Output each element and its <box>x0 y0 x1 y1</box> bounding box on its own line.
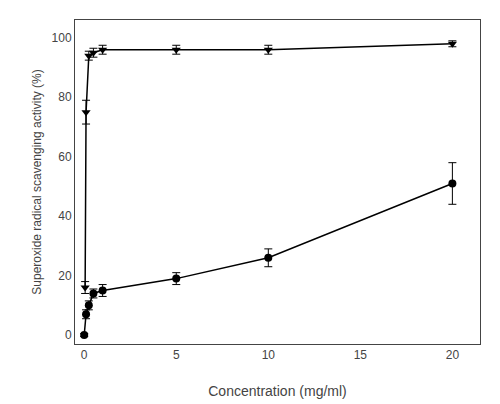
svg-text:100: 100 <box>52 31 72 45</box>
svg-text:20: 20 <box>58 269 72 283</box>
svg-text:5: 5 <box>173 348 180 362</box>
svg-text:80: 80 <box>58 90 72 104</box>
svg-text:20: 20 <box>446 348 460 362</box>
svg-text:0: 0 <box>81 348 88 362</box>
svg-text:15: 15 <box>354 348 368 362</box>
svg-text:Superoxide radical scavenging: Superoxide radical scavenging activity (… <box>30 69 44 294</box>
svg-text:60: 60 <box>58 150 72 164</box>
svg-text:0: 0 <box>65 328 72 342</box>
svg-text:40: 40 <box>58 209 72 223</box>
svg-text:10: 10 <box>262 348 276 362</box>
svg-text:Concentration (mg/ml): Concentration (mg/ml) <box>208 383 347 399</box>
